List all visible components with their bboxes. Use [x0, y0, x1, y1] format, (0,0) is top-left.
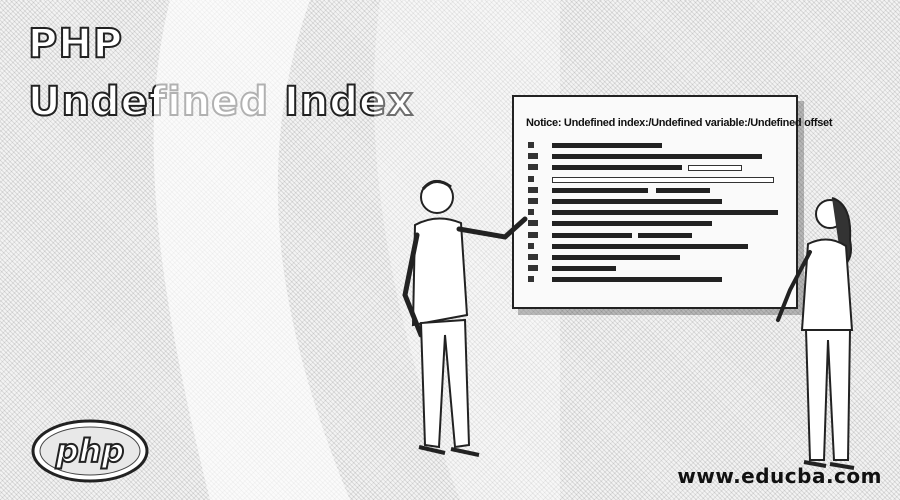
notice-board: Notice: Undefined index:/Undefined varia…: [512, 95, 833, 309]
line-number-mark: [528, 175, 534, 182]
code-bar: [552, 255, 680, 260]
code-bar: [552, 199, 722, 204]
line-number-mark: [528, 198, 538, 204]
code-bar: [552, 210, 778, 216]
code-bar: [552, 154, 762, 160]
php-logo-text: php: [55, 432, 125, 470]
code-bar: [552, 277, 722, 283]
code-bar: [552, 165, 682, 171]
line-number-mark: [528, 242, 534, 249]
code-bar: [552, 221, 712, 227]
line-number-mark: [528, 276, 534, 283]
line-number-mark: [528, 220, 538, 227]
line-number-mark: [528, 254, 538, 260]
code-bar: [552, 243, 748, 249]
man-figure: [402, 180, 528, 457]
line-number-mark: [528, 231, 538, 238]
line-number-mark: [528, 209, 534, 216]
website-url: www.educba.com: [677, 464, 882, 488]
line-number-mark: [528, 164, 538, 171]
code-bar: [552, 176, 774, 183]
code-bar: [552, 232, 632, 238]
line-number-mark: [528, 186, 538, 193]
code-bar: [638, 232, 692, 238]
code-bar: [688, 165, 742, 172]
line-number-mark: [528, 142, 534, 148]
code-bar: [552, 266, 616, 272]
code-bar: [552, 187, 648, 193]
line-number-mark: [528, 153, 538, 160]
notice-text: Notice: Undefined index:/Undefined varia…: [526, 117, 833, 129]
title-line-1: PHP: [27, 21, 124, 67]
php-logo: php: [31, 419, 149, 483]
woman-figure: [776, 197, 855, 470]
code-bar: [656, 187, 710, 193]
line-number-mark: [528, 265, 538, 272]
code-bar: [552, 143, 662, 148]
